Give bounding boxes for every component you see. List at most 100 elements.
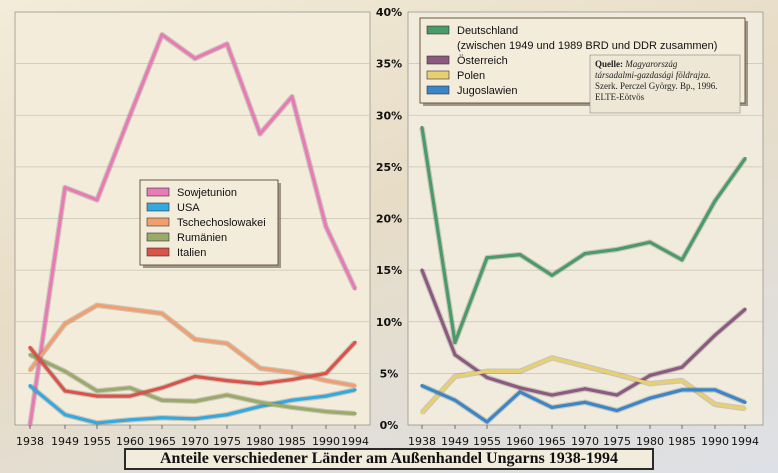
- legend-layer: Sowjetunion USA Tschechoslowakei Rumänien It…: [139, 17, 748, 268]
- data-point-tschechoslowakei: [160, 311, 164, 316]
- data-point-sowjetunion: [353, 287, 357, 291]
- data-point-rumänien: [258, 400, 262, 404]
- data-point-sowjetunion: [193, 56, 197, 61]
- x-tick-label: 1980: [246, 435, 274, 448]
- data-point-sowjetunion: [225, 42, 229, 46]
- x-tick-label: 1960: [506, 435, 534, 448]
- data-point-jugoslawien: [420, 384, 424, 388]
- data-point-sowjetunion: [290, 95, 294, 99]
- legend-swatch: [426, 70, 450, 80]
- x-tick-label: 1949: [51, 435, 79, 448]
- legend-swatch: [146, 232, 170, 242]
- data-point-usa: [63, 413, 67, 417]
- legend-label: Deutschland: [457, 25, 518, 37]
- x-tick-label: 1975: [213, 435, 241, 448]
- source-box: Quelle: Magyarországtársadalmi-gazdasági…: [589, 54, 741, 114]
- x-tick-label: 1938: [408, 435, 436, 448]
- legend-label: USA: [177, 202, 200, 214]
- source-line: ELTE-Eötvös: [595, 92, 645, 102]
- data-point-rumänien: [324, 409, 328, 414]
- data-point-polen: [680, 379, 684, 383]
- data-point-italien: [95, 394, 99, 398]
- x-tick-label: 1985: [278, 435, 306, 448]
- data-point-tschechoslowakei: [28, 368, 32, 372]
- data-point-tschechoslowakei: [290, 370, 294, 374]
- data-point-sowjetunion: [324, 225, 328, 229]
- data-point-deutschland: [713, 199, 717, 203]
- data-point-österreich: [648, 373, 652, 378]
- data-point-polen: [648, 382, 652, 386]
- x-tick-label: 1980: [636, 435, 664, 448]
- data-point-tschechoslowakei: [258, 366, 262, 370]
- data-point-italien: [160, 386, 164, 390]
- y-tick-label: 5%: [380, 367, 399, 380]
- data-point-österreich: [615, 393, 619, 397]
- data-point-tschechoslowakei: [193, 337, 197, 341]
- data-point-deutschland: [420, 126, 424, 130]
- data-point-usa: [290, 398, 294, 402]
- x-tick-label: 1990: [701, 435, 729, 448]
- legend-label: (zwischen 1949 und 1989 BRD und DDR zusa…: [457, 40, 717, 52]
- x-tick-label: 1965: [538, 435, 566, 448]
- source-line: Szerk. Perczel György. Bp., 1996.: [595, 81, 717, 91]
- data-point-deutschland: [518, 253, 522, 257]
- data-point-polen: [453, 374, 457, 379]
- legend-swatch: [426, 85, 450, 95]
- y-tick-label: 0%: [380, 419, 399, 432]
- data-point-österreich: [485, 375, 489, 380]
- x-tick-label: 1994: [731, 435, 759, 448]
- series-layer: [27, 31, 748, 427]
- data-point-österreich: [680, 365, 684, 369]
- data-point-jugoslawien: [550, 405, 554, 410]
- y-tick-label: 35%: [376, 58, 402, 71]
- data-point-rumänien: [290, 405, 294, 410]
- data-point-rumänien: [28, 353, 32, 357]
- data-point-deutschland: [680, 258, 684, 262]
- data-point-jugoslawien: [453, 398, 457, 402]
- data-point-deutschland: [453, 340, 457, 344]
- legend-swatch: [146, 202, 170, 212]
- data-point-tschechoslowakei: [128, 307, 132, 311]
- legend-swatch: [146, 247, 170, 257]
- data-point-polen: [583, 364, 587, 368]
- data-point-usa: [128, 418, 132, 422]
- legend-swatch: [426, 25, 450, 35]
- data-point-sowjetunion: [95, 198, 99, 202]
- x-tick-label: 1994: [341, 435, 369, 448]
- data-point-italien: [353, 340, 357, 344]
- data-point-tschechoslowakei: [324, 379, 328, 383]
- data-point-jugoslawien: [583, 400, 587, 404]
- data-point-tschechoslowakei: [353, 384, 357, 388]
- data-point-österreich: [550, 393, 554, 397]
- y-tick-label: 10%: [376, 316, 402, 329]
- data-point-italien: [128, 394, 132, 398]
- x-tick-label: 1975: [603, 435, 631, 448]
- data-point-jugoslawien: [680, 388, 684, 392]
- chart-caption: Anteile verschiedener Länder am Außenhan…: [124, 448, 654, 470]
- x-tick-label: 1955: [473, 435, 501, 448]
- data-point-polen: [550, 356, 554, 360]
- data-point-tschechoslowakei: [225, 341, 229, 346]
- x-tick-label: 1955: [83, 435, 111, 448]
- data-point-italien: [225, 379, 229, 383]
- y-tick-label: 25%: [376, 161, 402, 174]
- data-point-usa: [258, 404, 262, 409]
- data-point-italien: [258, 382, 262, 386]
- data-point-italien: [290, 377, 294, 382]
- data-point-tschechoslowakei: [95, 303, 99, 307]
- x-tick-label: 1965: [148, 435, 176, 448]
- data-point-usa: [324, 394, 328, 398]
- legend-swatch: [426, 55, 450, 65]
- data-point-polen: [743, 406, 747, 411]
- legend-label: Rumänien: [177, 232, 227, 244]
- data-point-polen: [518, 369, 522, 373]
- data-point-österreich: [518, 386, 522, 390]
- data-point-sowjetunion: [258, 132, 262, 136]
- data-point-österreich: [743, 307, 747, 311]
- y-tick-label: 20%: [376, 213, 402, 226]
- source-line: társadalmi-gazdasági földrajza.: [595, 70, 711, 80]
- y-tick-label: 40%: [376, 6, 402, 19]
- data-point-rumänien: [128, 386, 132, 390]
- data-point-sowjetunion: [160, 33, 164, 37]
